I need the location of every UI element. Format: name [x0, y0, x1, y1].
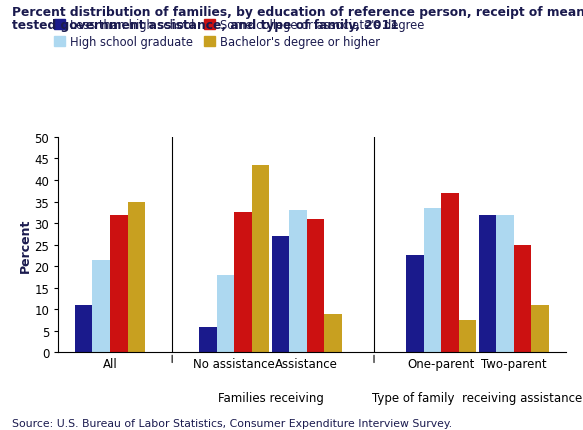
Bar [93, 260, 110, 353]
Bar [307, 219, 324, 353]
Y-axis label: Percent: Percent [19, 218, 31, 272]
Bar [514, 245, 531, 353]
Legend: Less than high school, High school graduate, Some college or associate's degree,: Less than high school, High school gradu… [54, 18, 424, 49]
Bar [75, 305, 93, 353]
Bar [199, 327, 217, 353]
Text: Type of family  receiving assistance: Type of family receiving assistance [373, 391, 582, 404]
Bar [128, 202, 145, 353]
Bar [441, 194, 459, 353]
Bar [324, 314, 342, 353]
Bar [289, 211, 307, 353]
Bar [459, 320, 476, 353]
Bar [424, 209, 441, 353]
Bar [496, 215, 514, 353]
Bar [479, 215, 496, 353]
Bar [531, 305, 549, 353]
Text: tested government assistance, and type of family, 2011: tested government assistance, and type o… [12, 19, 398, 32]
Text: Families receiving: Families receiving [217, 391, 324, 404]
Bar [234, 213, 252, 353]
Bar [272, 237, 289, 353]
Bar [217, 275, 234, 353]
Text: Percent distribution of families, by education of reference person, receipt of m: Percent distribution of families, by edu… [12, 6, 583, 19]
Bar [406, 256, 424, 353]
Text: Source: U.S. Bureau of Labor Statistics, Consumer Expenditure Interview Survey.: Source: U.S. Bureau of Labor Statistics,… [12, 418, 452, 428]
Bar [110, 215, 128, 353]
Bar [252, 166, 269, 353]
